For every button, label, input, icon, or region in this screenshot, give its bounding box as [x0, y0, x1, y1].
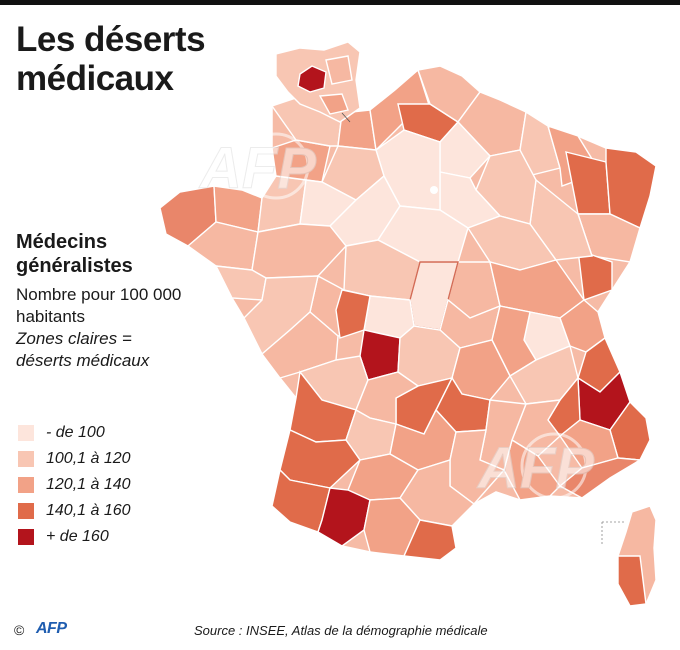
source-credit: Source : INSEE, Atlas de la démographie …	[194, 623, 488, 638]
legend-item: 140,1 à 160	[18, 498, 131, 524]
legend-note: Zones claires = déserts médicaux	[16, 329, 150, 370]
afp-logo: AFP	[36, 620, 67, 637]
copyright-symbol: ©	[14, 622, 25, 638]
legend-subtitle: Nombre pour 100 000 habitants	[16, 285, 182, 326]
legend-swatch	[18, 477, 34, 493]
legend-label: 120,1 à 140	[46, 476, 131, 493]
legend-item: 100,1 à 120	[18, 446, 131, 472]
legend-label: - de 100	[46, 424, 105, 441]
afp-watermark-bottom: AFP	[476, 432, 595, 502]
legend-label: + de 160	[46, 528, 109, 545]
legend-list: - de 100 100,1 à 120 120,1 à 140 140,1 à…	[18, 420, 131, 550]
afp-watermark-top: AFP	[198, 132, 317, 202]
legend-item: - de 100	[18, 420, 131, 446]
page-title: Les déserts médicaux	[16, 20, 206, 98]
svg-text:AFP: AFP	[198, 136, 316, 201]
legend-label: 100,1 à 120	[46, 450, 131, 467]
legend-swatch	[18, 529, 34, 545]
legend-swatch	[18, 503, 34, 519]
paris-inset	[275, 41, 361, 123]
svg-text:AFP: AFP	[476, 436, 594, 501]
legend-item: + de 160	[18, 524, 131, 550]
top-bar	[0, 0, 680, 5]
legend-swatch	[18, 425, 34, 441]
legend-label: 140,1 à 160	[46, 502, 131, 519]
legend-item: 120,1 à 140	[18, 472, 131, 498]
legend-title: Médecins généralistes	[16, 231, 133, 277]
legend-swatch	[18, 451, 34, 467]
